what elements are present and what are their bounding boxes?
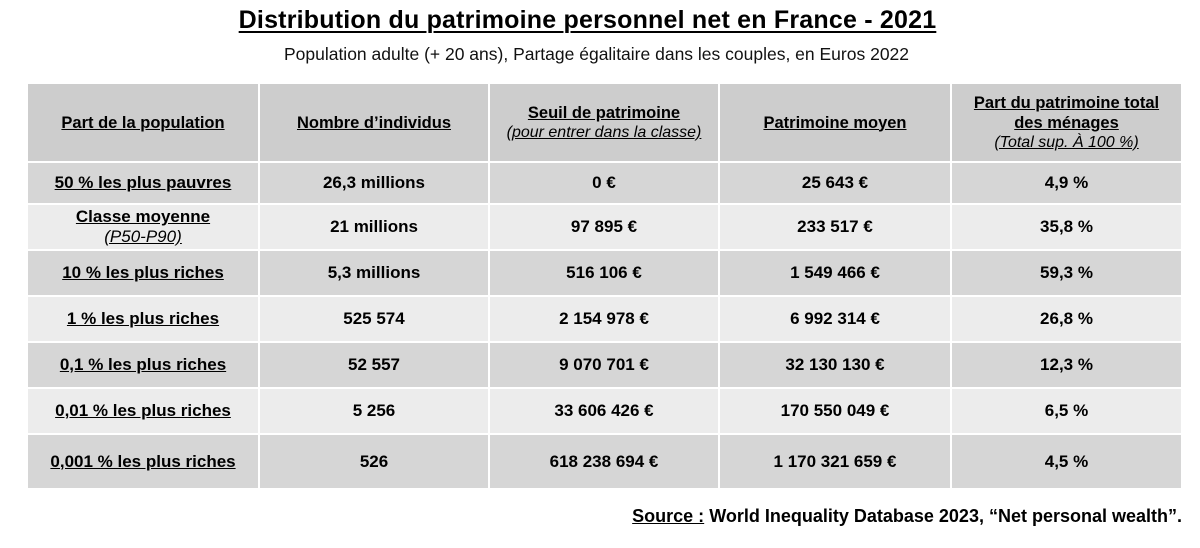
column-header-nombre-individus: Nombre d’individus [258, 82, 490, 163]
moyen-cell: 233 517 € [718, 203, 952, 251]
page-subtitle: Population adulte (+ 20 ans), Partage ég… [283, 44, 910, 64]
row-label-cell: 0,001 % les plus riches [26, 433, 260, 490]
column-header-part-patrimoine: Part du patrimoine total des ménages (To… [950, 82, 1183, 163]
row-label-cell: 50 % les plus pauvres [26, 161, 260, 205]
column-header-seuil-patrimoine: Seuil de patrimoine (pour entrer dans la… [488, 82, 720, 163]
page-title: Distribution du patrimoine personnel net… [238, 6, 937, 34]
moyen-cell: 25 643 € [718, 161, 952, 205]
seuil-cell: 97 895 € [488, 203, 720, 251]
table-row: Classe moyenne (P50-P90) 21 millions 97 … [26, 203, 1183, 251]
table-row: 0,1 % les plus riches 52 557 9 070 701 €… [26, 341, 1183, 389]
seuil-cell: 2 154 978 € [488, 295, 720, 343]
row-label-cell: 10 % les plus riches [26, 249, 260, 297]
part-cell: 4,9 % [950, 161, 1183, 205]
row-label-cell: Classe moyenne (P50-P90) [26, 203, 260, 251]
table-row: 0,001 % les plus riches 526 618 238 694 … [26, 433, 1183, 490]
seuil-cell: 516 106 € [488, 249, 720, 297]
individus-cell: 5 256 [258, 387, 490, 435]
part-cell: 4,5 % [950, 433, 1183, 490]
part-cell: 6,5 % [950, 387, 1183, 435]
table-row: 1 % les plus riches 525 574 2 154 978 € … [26, 295, 1183, 343]
part-cell: 35,8 % [950, 203, 1183, 251]
source-text: World Inequality Database 2023, “Net per… [704, 506, 1182, 526]
source-label: Source : [632, 506, 705, 526]
row-label-cell: 0,1 % les plus riches [26, 341, 260, 389]
individus-cell: 26,3 millions [258, 161, 490, 205]
individus-cell: 525 574 [258, 295, 490, 343]
part-cell: 12,3 % [950, 341, 1183, 389]
part-cell: 26,8 % [950, 295, 1183, 343]
part-cell: 59,3 % [950, 249, 1183, 297]
individus-cell: 526 [258, 433, 490, 490]
column-header-patrimoine-moyen: Patrimoine moyen [718, 82, 952, 163]
seuil-cell: 618 238 694 € [488, 433, 720, 490]
table-row: 10 % les plus riches 5,3 millions 516 10… [26, 249, 1183, 297]
moyen-cell: 1 170 321 659 € [718, 433, 952, 490]
seuil-cell: 9 070 701 € [488, 341, 720, 389]
row-label-cell: 1 % les plus riches [26, 295, 260, 343]
table-row: 0,01 % les plus riches 5 256 33 606 426 … [26, 387, 1183, 435]
table-row: 50 % les plus pauvres 26,3 millions 0 € … [26, 161, 1183, 205]
individus-cell: 52 557 [258, 341, 490, 389]
table-header-row: Part de la population Nombre d’individus… [26, 82, 1183, 163]
moyen-cell: 6 992 314 € [718, 295, 952, 343]
wealth-distribution-table: Part de la population Nombre d’individus… [26, 82, 1183, 490]
individus-cell: 5,3 millions [258, 249, 490, 297]
moyen-cell: 1 549 466 € [718, 249, 952, 297]
moyen-cell: 170 550 049 € [718, 387, 952, 435]
source-note: Source : World Inequality Database 2023,… [632, 506, 1182, 527]
moyen-cell: 32 130 130 € [718, 341, 952, 389]
row-label-cell: 0,01 % les plus riches [26, 387, 260, 435]
column-header-part-population: Part de la population [26, 82, 260, 163]
individus-cell: 21 millions [258, 203, 490, 251]
seuil-cell: 33 606 426 € [488, 387, 720, 435]
seuil-cell: 0 € [488, 161, 720, 205]
